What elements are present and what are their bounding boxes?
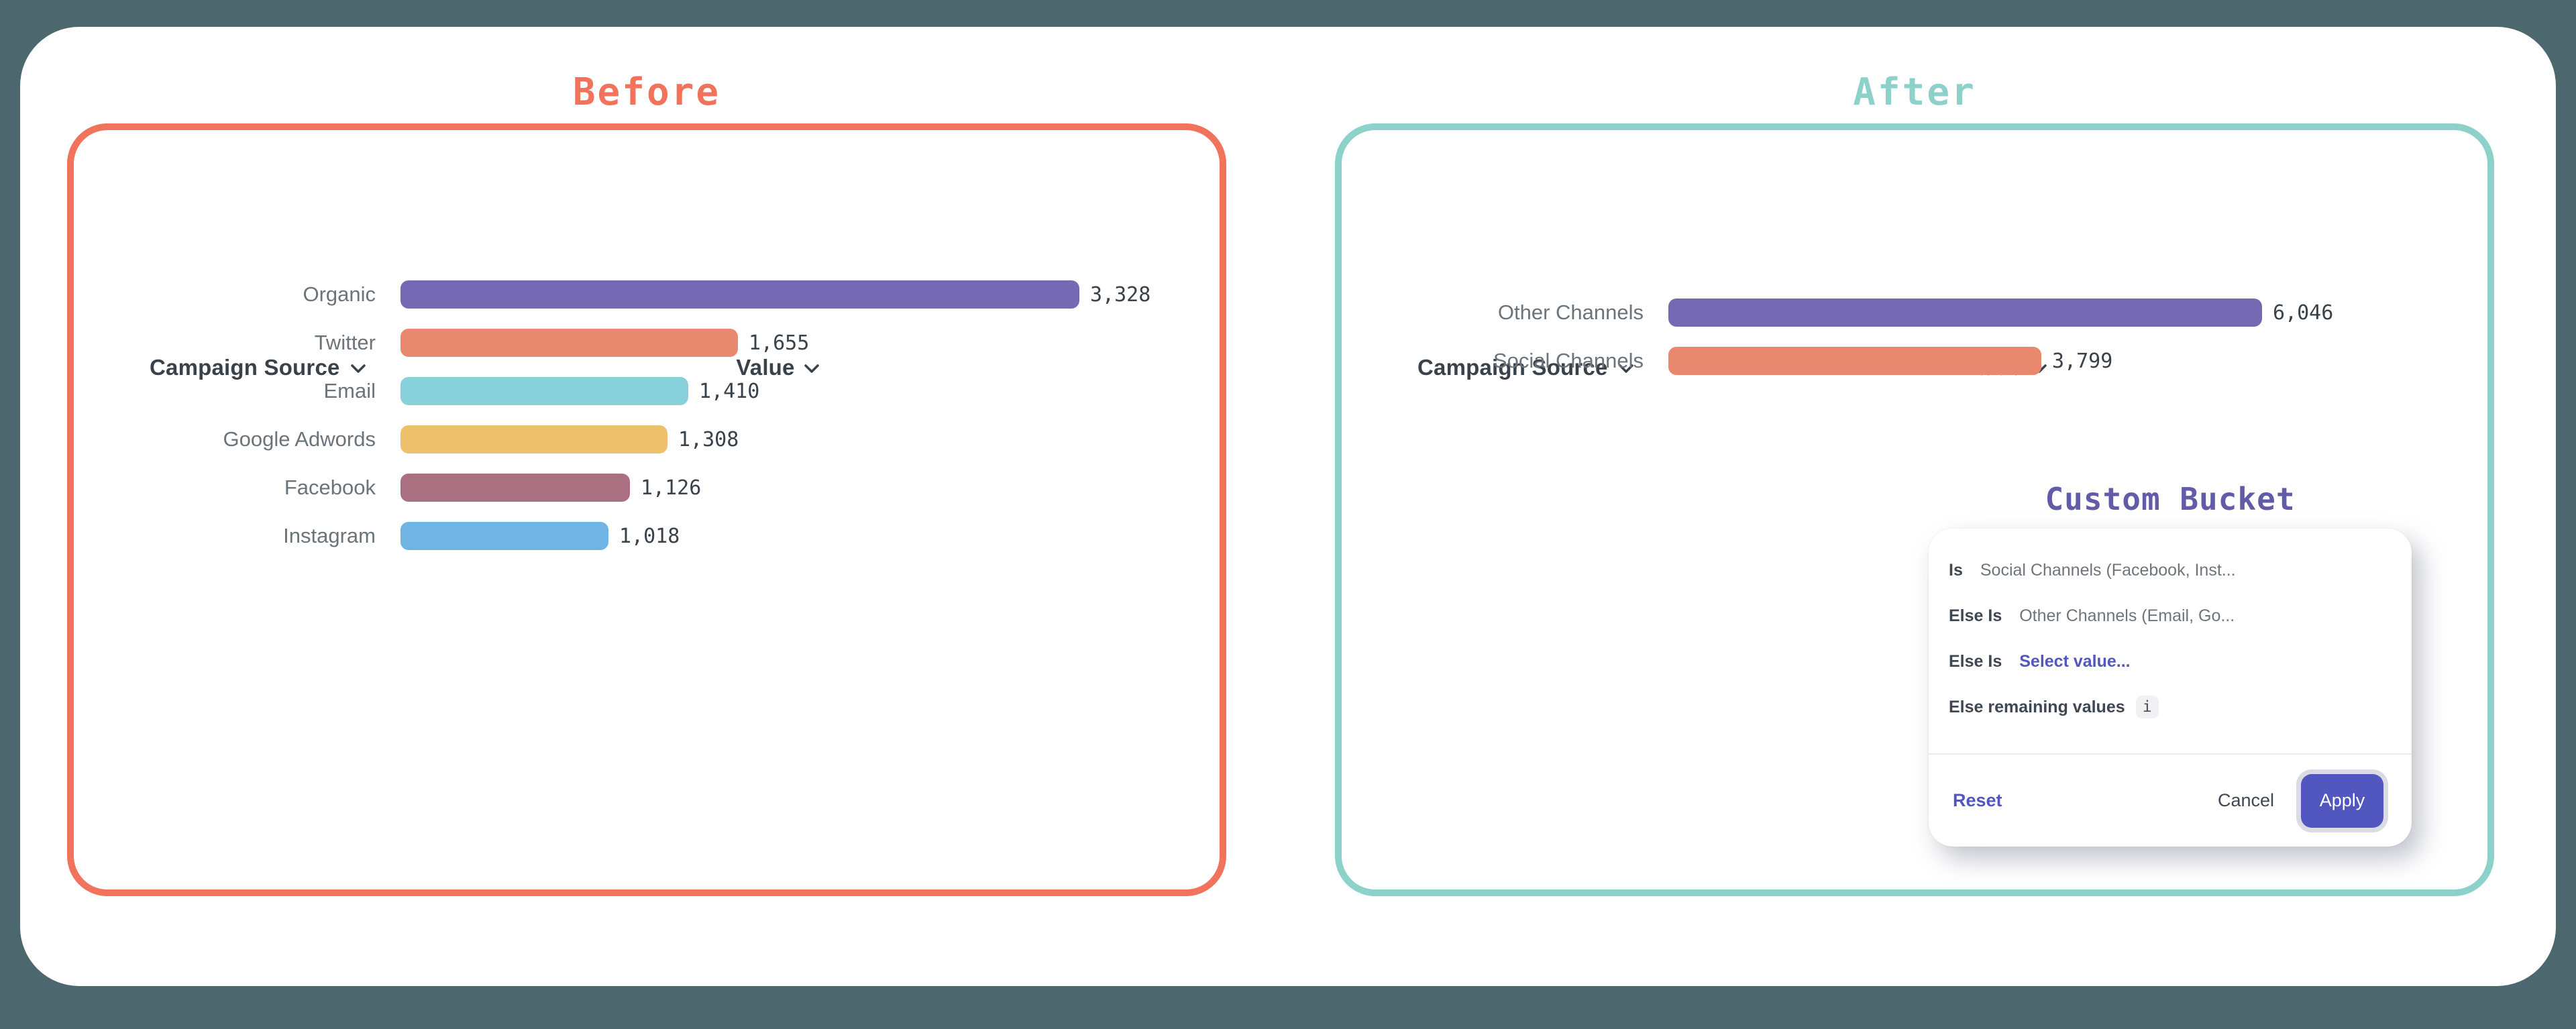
cancel-button[interactable]: Cancel — [2217, 790, 2274, 810]
bar-twitter[interactable] — [400, 329, 738, 357]
column-header-campaign-source[interactable]: Campaign Source — [150, 353, 367, 382]
value-label: 1,655 — [749, 331, 810, 355]
bar-email[interactable] — [400, 377, 688, 405]
category-label: Facebook — [284, 476, 376, 499]
bucket-condition-row: Else remaining values i — [1949, 684, 2392, 730]
chevron-down-icon — [350, 364, 366, 373]
column-header-label: Value — [736, 355, 795, 380]
chart-row: Facebook 1,126 — [148, 464, 1199, 512]
chart-row: Google Adwords 1,308 — [148, 415, 1199, 464]
before-panel: Campaign Source Value Organic 3,328 Twit… — [67, 123, 1226, 896]
value-label: 3,328 — [1090, 282, 1151, 307]
category-label: Twitter — [314, 331, 376, 354]
bar-other-channels[interactable] — [1668, 299, 2262, 327]
condition-value-select[interactable]: Social Channels (Facebook, Inst... — [1980, 560, 2236, 580]
custom-bucket-popup: Is Social Channels (Facebook, Inst... El… — [1929, 529, 2412, 847]
condition-operator: Else remaining values — [1949, 697, 2125, 716]
chart-row: Organic 3,328 — [148, 270, 1199, 319]
bar-google-adwords[interactable] — [400, 425, 667, 453]
info-icon[interactable]: i — [2135, 696, 2159, 718]
before-title: Before — [572, 70, 721, 114]
chart-row: Other Channels 6,046 — [1415, 288, 2467, 337]
bucket-conditions: Is Social Channels (Facebook, Inst... El… — [1949, 547, 2392, 730]
value-label: 1,308 — [678, 427, 739, 451]
after-title: After — [1853, 70, 1976, 114]
bar-social-channels[interactable] — [1668, 347, 2041, 375]
condition-operator: Is — [1949, 560, 1963, 580]
category-label: Organic — [303, 282, 376, 306]
bucket-condition-row: Else Is Select value... — [1949, 639, 2392, 684]
value-label: 1,018 — [619, 524, 680, 548]
condition-operator: Else Is — [1949, 651, 2002, 671]
column-header-value[interactable]: Value — [664, 353, 892, 382]
category-label: Other Channels — [1497, 301, 1644, 324]
chevron-down-icon — [804, 364, 819, 373]
custom-bucket-title: Custom Bucket — [2045, 481, 2296, 517]
bucket-condition-row: Else Is Other Channels (Email, Go... — [1949, 593, 2392, 639]
value-label: 1,410 — [699, 379, 760, 403]
value-label: 1,126 — [641, 476, 702, 500]
value-label: 6,046 — [2273, 301, 2334, 325]
select-value-link[interactable]: Select value... — [2019, 651, 2131, 671]
chart-row: Instagram 1,018 — [148, 512, 1199, 560]
bar-organic[interactable] — [400, 280, 1079, 309]
column-header-label: Campaign Source — [1417, 355, 1608, 380]
bucket-condition-row: Is Social Channels (Facebook, Inst... — [1949, 547, 2392, 593]
condition-operator: Else Is — [1949, 606, 2002, 625]
chart-row: Twitter 1,655 — [148, 319, 1199, 367]
value-label: 3,799 — [2052, 349, 2113, 373]
chart-row: Email 1,410 — [148, 367, 1199, 415]
bar-facebook[interactable] — [400, 474, 630, 502]
bar-instagram[interactable] — [400, 522, 608, 550]
category-label: Email — [323, 379, 376, 402]
column-header-label: Campaign Source — [150, 355, 340, 380]
before-bar-chart: Organic 3,328 Twitter 1,655 Email 1,410 … — [148, 270, 1199, 560]
after-bar-chart: Other Channels 6,046 Social Channels 3,7… — [1415, 288, 2467, 385]
apply-button[interactable]: Apply — [2301, 773, 2383, 828]
category-label: Google Adwords — [223, 427, 376, 451]
popup-divider — [1929, 753, 2412, 755]
category-label: Instagram — [283, 524, 376, 547]
condition-value-select[interactable]: Other Channels (Email, Go... — [2019, 606, 2235, 625]
chart-row: Social Channels 3,799 — [1415, 337, 2467, 385]
reset-button[interactable]: Reset — [1953, 790, 2002, 810]
popup-footer: Reset Cancel Apply — [1953, 755, 2383, 847]
chevron-down-icon — [1618, 364, 1633, 373]
column-header-campaign-source[interactable]: Campaign Source — [1417, 353, 1635, 382]
category-label: Social Channels — [1493, 349, 1644, 372]
